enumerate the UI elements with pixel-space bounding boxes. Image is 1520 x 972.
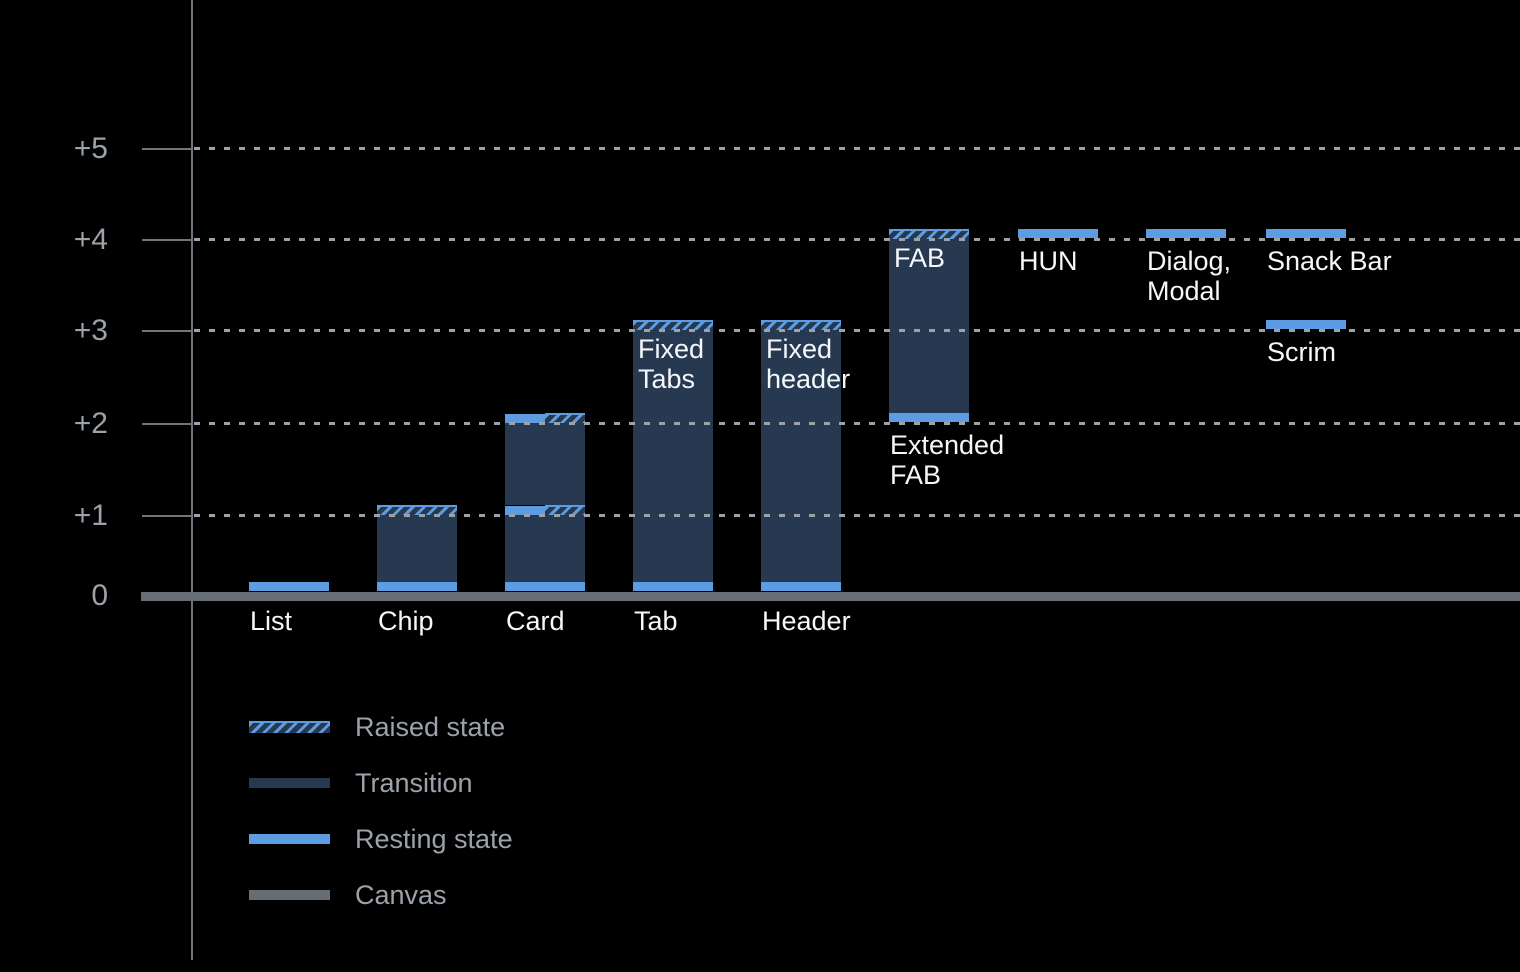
bar-below-label: Dialog, Modal <box>1147 246 1232 306</box>
segment-transition <box>889 239 969 413</box>
canvas-line <box>141 592 1520 601</box>
bar-below-label: HUN <box>1019 246 1078 276</box>
gridline-4 <box>194 238 1520 241</box>
y-tick-label-0: 0 <box>91 579 108 612</box>
segment-transition <box>377 515 457 582</box>
segment-transition <box>633 330 713 582</box>
y-tick-2 <box>142 423 192 425</box>
legend-swatch-raised <box>249 721 330 733</box>
y-tick-label-1: +1 <box>73 499 108 532</box>
legend-label-resting: Resting state <box>355 823 513 854</box>
segment-resting <box>761 582 841 591</box>
bar-inner-label: Fixed header <box>766 334 851 394</box>
segment-transition <box>761 330 841 582</box>
segment-resting <box>377 582 457 591</box>
segment-raised <box>761 320 841 330</box>
y-tick-5 <box>142 148 192 150</box>
gridline-2 <box>194 422 1520 425</box>
y-tick-label-4: +4 <box>73 223 108 256</box>
bar-below-label: Snack Bar <box>1267 246 1392 276</box>
segment-resting-raised <box>505 505 585 515</box>
segment-raised-half <box>545 413 585 423</box>
segment-resting <box>889 413 969 422</box>
segment-raised-half <box>545 505 585 515</box>
bar-inner-label: Fixed Tabs <box>638 334 705 394</box>
legend-row-raised: Raised state <box>249 699 513 755</box>
segment-raised <box>377 505 457 515</box>
segment-resting-half <box>505 506 545 515</box>
bar-axis-label: Tab <box>634 606 678 636</box>
segment-raised <box>889 229 969 239</box>
legend: Raised state Transition Resting state Canva… <box>249 699 513 923</box>
y-tick-label-2: +2 <box>73 407 108 440</box>
bar-inner-label: FAB <box>894 243 946 273</box>
segment-transition <box>505 423 585 505</box>
bar-axis-label: Card <box>506 606 565 636</box>
bar-below-label: Extended FAB <box>890 430 1005 490</box>
segment-resting <box>505 582 585 591</box>
segment-resting <box>1018 229 1098 238</box>
legend-row-resting: Resting state <box>249 811 513 867</box>
segment-transition <box>505 515 585 582</box>
segment-resting <box>633 582 713 591</box>
segment-resting-raised <box>505 413 585 423</box>
legend-row-transition: Transition <box>249 755 513 811</box>
segment-resting <box>1266 229 1346 238</box>
y-tick-1 <box>142 515 192 517</box>
y-tick-4 <box>142 239 192 241</box>
legend-label-canvas: Canvas <box>355 879 447 910</box>
legend-swatch-transition <box>249 778 330 788</box>
legend-label-transition: Transition <box>355 767 473 798</box>
gridline-3 <box>194 329 1520 332</box>
bar-axis-label: Header <box>762 606 851 636</box>
segment-resting <box>249 582 329 591</box>
y-tick-label-5: +5 <box>73 132 108 165</box>
bar-axis-label: List <box>250 606 293 636</box>
gridline-1 <box>194 514 1520 517</box>
segment-raised <box>633 320 713 330</box>
bar-below-label: Scrim <box>1267 337 1336 367</box>
y-tick-label-3: +3 <box>73 314 108 347</box>
legend-label-raised: Raised state <box>355 711 506 742</box>
gridline-5 <box>194 147 1520 150</box>
segment-resting <box>1266 320 1346 329</box>
y-tick-3 <box>142 330 192 332</box>
legend-swatch-resting <box>249 834 330 844</box>
y-axis-line <box>191 0 193 960</box>
segment-resting-half <box>505 414 545 423</box>
legend-row-canvas: Canvas <box>249 867 513 923</box>
segment-resting <box>1146 229 1226 238</box>
bar-axis-label: Chip <box>378 606 434 636</box>
legend-swatch-canvas <box>249 890 330 900</box>
